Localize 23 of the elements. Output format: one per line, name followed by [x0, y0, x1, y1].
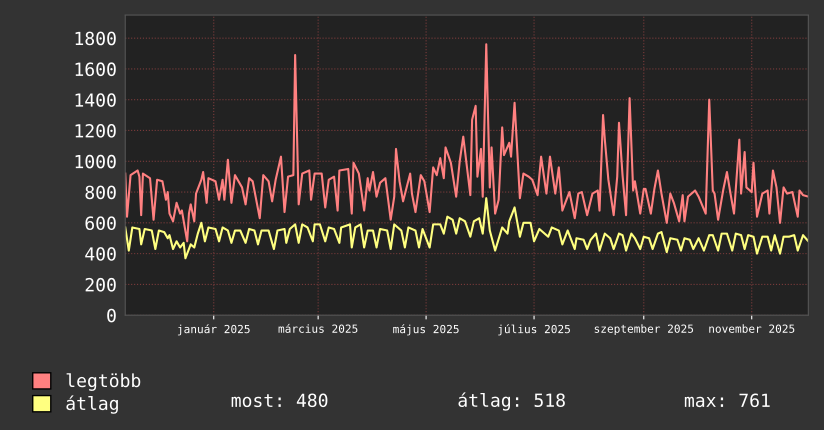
x-tick-label: július 2025 [498, 324, 570, 336]
y-tick-label: 1000 [76, 154, 116, 168]
text: átlag: 518 [458, 392, 565, 411]
x-tick-label: január 2025 [178, 324, 250, 336]
text: most: 480 [232, 393, 328, 408]
x-tick-label: november 2025 [709, 324, 794, 333]
legend-label: legtöbb [66, 373, 140, 391]
y-tick-label: 1600 [76, 62, 116, 76]
line-series [125, 197, 808, 260]
text: max: 761 [684, 393, 770, 408]
y-tick-label: 800 [85, 186, 116, 200]
y-tick-label: 1400 [76, 93, 116, 107]
y-tick-label: 1800 [76, 32, 116, 46]
legend-label: átlag [66, 395, 118, 414]
y-tick-label: 1200 [76, 124, 116, 138]
y-tick-label: 600 [85, 216, 116, 230]
y-tick-label: 0 [107, 308, 116, 322]
x-tick-label: május 2025 [393, 324, 459, 336]
line-series [125, 43, 808, 242]
y-tick-label: 400 [85, 247, 116, 261]
y-tick-label: 200 [86, 278, 116, 292]
x-tick-label: szeptember 2025 [594, 324, 694, 336]
x-tick-label: március 2025 [278, 324, 358, 333]
